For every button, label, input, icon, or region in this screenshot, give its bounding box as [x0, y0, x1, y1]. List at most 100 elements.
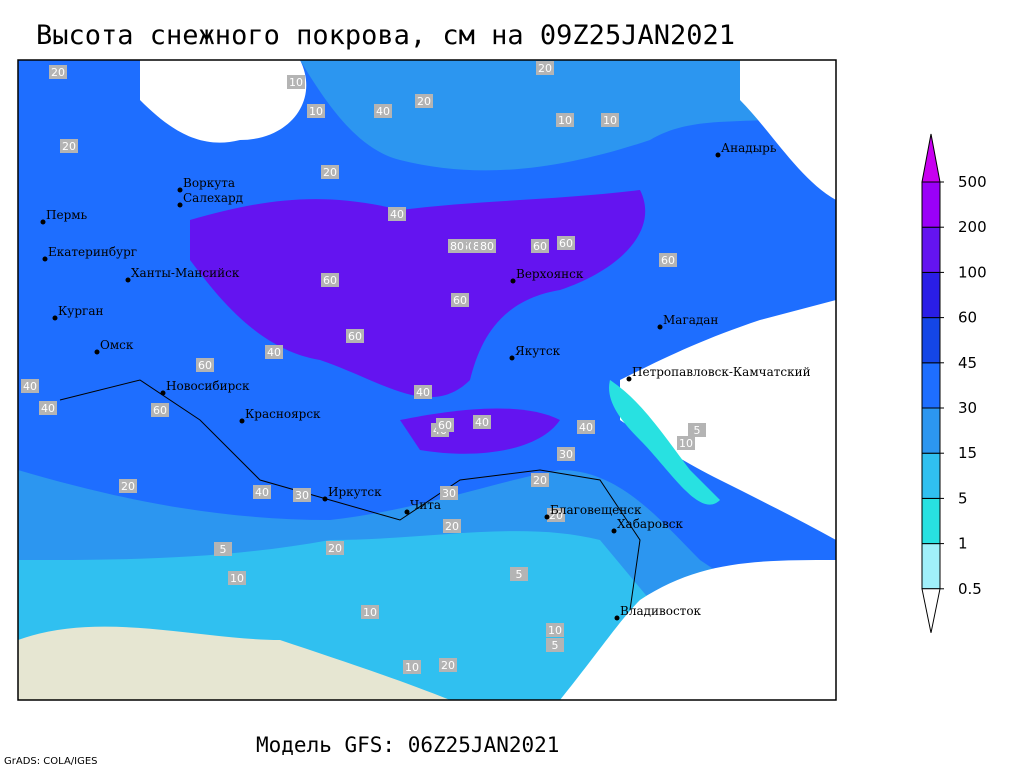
- city-label: Екатеринбург: [48, 245, 137, 259]
- city-dot: [510, 278, 516, 284]
- city-label: Воркута: [183, 176, 235, 190]
- city-dot: [657, 324, 663, 330]
- contour-label-box: [414, 385, 432, 399]
- contour-label-box: [443, 519, 461, 533]
- city-dot: [544, 514, 550, 520]
- contour-label-box: [531, 239, 549, 253]
- contour-label-box: [49, 65, 67, 79]
- city-label: Анадырь: [721, 141, 777, 155]
- contour-label: 5: [220, 543, 227, 556]
- city-dot: [322, 496, 328, 502]
- city-label: Владивосток: [620, 604, 702, 618]
- contour-label-box: [374, 104, 392, 118]
- contour-label-box: [510, 567, 528, 581]
- city-label: Иркутск: [328, 485, 382, 499]
- city-dot: [42, 256, 48, 262]
- contour-label: 60: [438, 419, 452, 432]
- city-dot: [52, 315, 58, 321]
- contour-label: 20: [417, 95, 431, 108]
- colorbar-box: [921, 407, 941, 454]
- contour-label: 10: [679, 437, 693, 450]
- contour-label: 20: [538, 62, 552, 75]
- contour-label-box: [577, 420, 595, 434]
- city-label: Верхоянск: [516, 267, 584, 281]
- city-label: Благовещенск: [550, 503, 642, 517]
- contour-label: 60: [533, 240, 547, 253]
- contour-labels: 2020201040201010102040608080606060606080…: [21, 61, 706, 674]
- colorbar-box: [921, 226, 941, 273]
- city-dot: [177, 202, 183, 208]
- contour-label-box: [293, 488, 311, 502]
- contour-label: 60: [323, 274, 337, 287]
- contour-label: 10: [230, 572, 244, 585]
- contour-label: 20: [328, 542, 342, 555]
- contour-label-box: [439, 658, 457, 672]
- city-label: Омск: [100, 338, 134, 352]
- city-label: Красноярск: [245, 407, 321, 421]
- city-dot: [160, 390, 166, 396]
- contour-label-box: [688, 423, 706, 437]
- city-label: Ханты-Мансийск: [131, 266, 240, 280]
- contour-label: 10: [405, 661, 419, 674]
- okhotsk-sea: [620, 300, 836, 540]
- colorbar-box: [921, 181, 941, 228]
- colorbar-box: [921, 317, 941, 364]
- contour-label-box: [214, 542, 232, 556]
- contour-label: 10: [289, 76, 303, 89]
- map-frame: [17, 59, 837, 701]
- contour-label-box: [556, 113, 574, 127]
- contour-label-box: [659, 253, 677, 267]
- contour-label: 60: [661, 254, 675, 267]
- city-dot: [40, 219, 46, 225]
- contour-label-box: [119, 479, 137, 493]
- contour-label: 60: [559, 237, 573, 250]
- contour-label-box: [361, 605, 379, 619]
- contour-label: 40: [416, 386, 430, 399]
- contour-label-box: [253, 485, 271, 499]
- city-label: Хабаровск: [617, 517, 683, 531]
- city-dot: [94, 349, 100, 355]
- city-dot: [611, 528, 617, 534]
- colorbar-box: [921, 271, 941, 319]
- bering-sea: [740, 60, 836, 200]
- city-dot: [715, 152, 721, 158]
- contour-label: 80: [450, 240, 464, 253]
- colorbar-label: 15: [958, 444, 977, 462]
- contour-label-box: [536, 61, 554, 75]
- colorbar-label: 45: [958, 354, 977, 372]
- contour-label: 60: [453, 294, 467, 307]
- contour-label-box: [39, 401, 57, 415]
- contour-label: 40: [23, 380, 37, 393]
- colorbar-top: [921, 133, 941, 183]
- contour-label: 20: [441, 659, 455, 672]
- colorbar-label: 5: [958, 489, 968, 507]
- city-dot: [177, 187, 183, 193]
- contour-label: 20: [445, 520, 459, 533]
- contour-label-box: [557, 447, 575, 461]
- contour-label-box: [546, 623, 564, 637]
- contour-label: 40: [475, 416, 489, 429]
- colorbar-label: 100: [958, 263, 987, 281]
- contour-label-box: [601, 113, 619, 127]
- contour-label-box: [531, 473, 549, 487]
- coast-region: [609, 380, 720, 505]
- contour-label: 20: [533, 474, 547, 487]
- colorbar-label: 500: [958, 173, 987, 191]
- city-dot: [239, 418, 245, 424]
- contour-label-box: [21, 379, 39, 393]
- contour-label-box: [547, 508, 565, 522]
- contour-label-box: [440, 486, 458, 500]
- city-label: Якутск: [515, 344, 561, 358]
- contour-label: 20: [51, 66, 65, 79]
- city-label: Пермь: [46, 208, 88, 222]
- contour-label: 40: [267, 346, 281, 359]
- colorbar-label: 1: [958, 535, 968, 553]
- contour-label-box: [473, 415, 491, 429]
- colorbar-label: 30: [958, 399, 977, 417]
- contour-label-box: [326, 541, 344, 555]
- colorbar-bottom: [921, 588, 941, 633]
- map: [17, 59, 837, 701]
- contour-label-box: [436, 418, 454, 432]
- city-label: Курган: [58, 304, 103, 318]
